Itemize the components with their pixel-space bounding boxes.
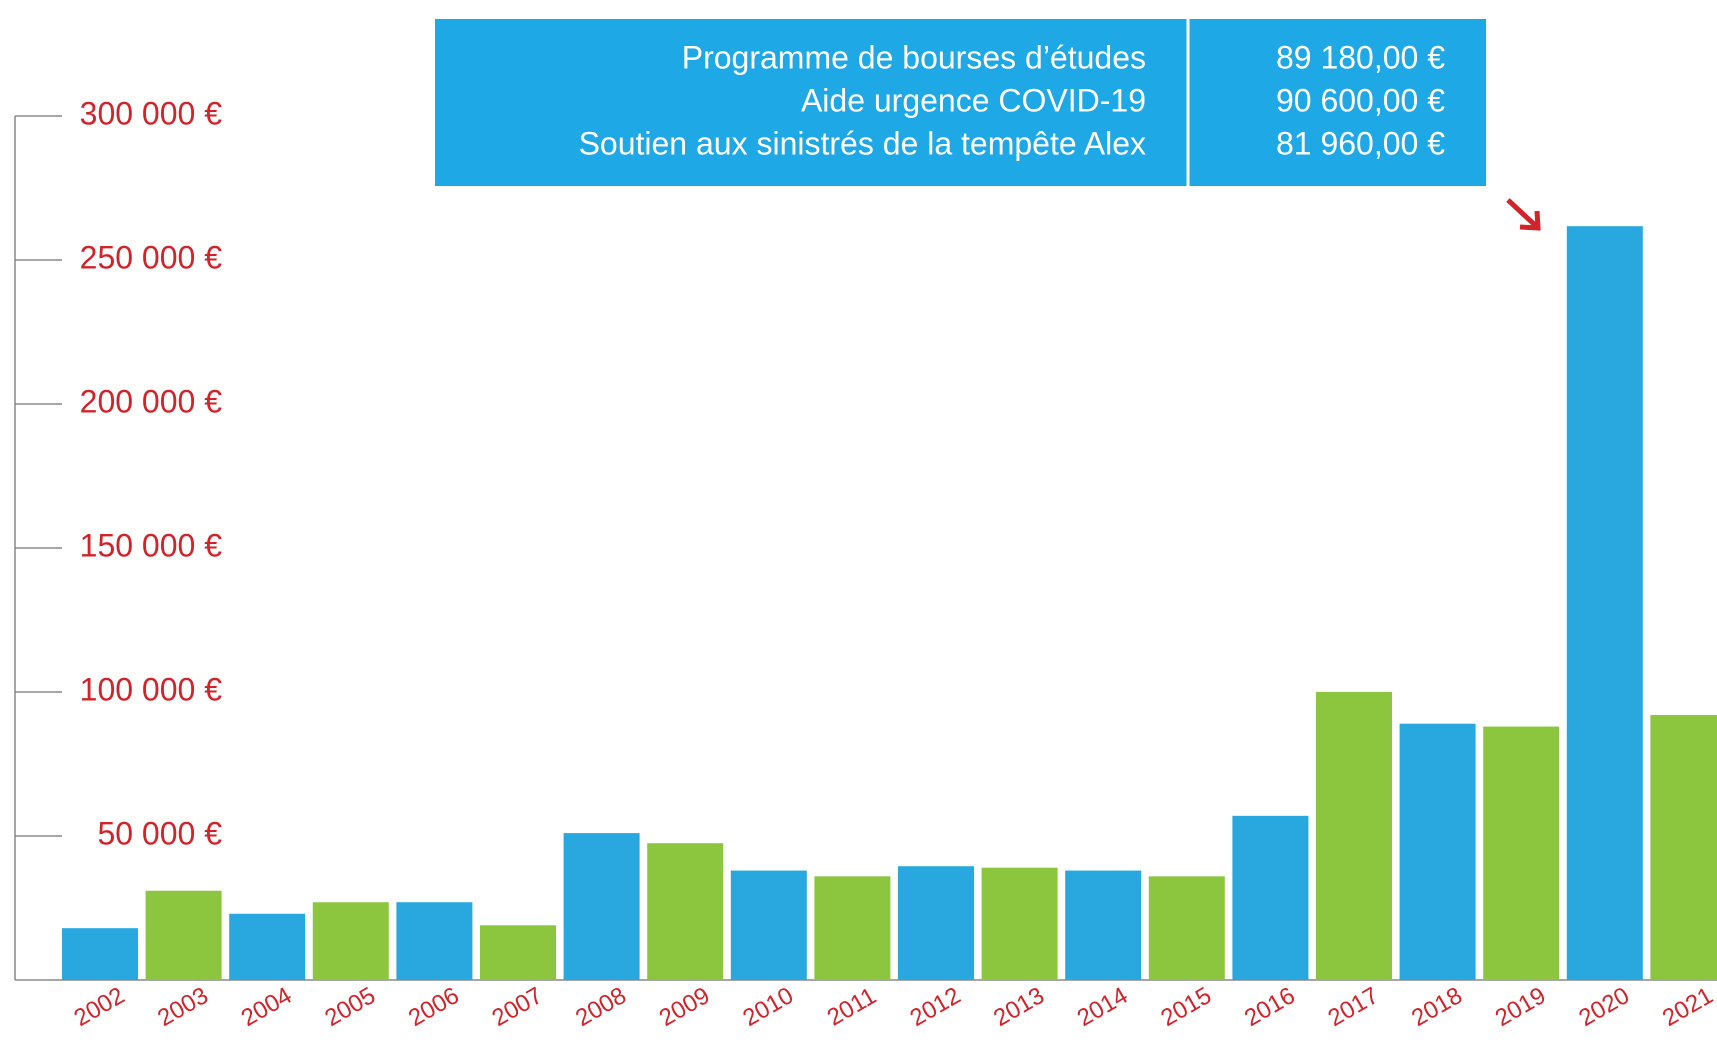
x-tick-label: 2020 xyxy=(1574,982,1634,1032)
y-tick-label: 100 000 € xyxy=(80,671,223,707)
bar xyxy=(480,925,556,980)
bar xyxy=(898,866,974,980)
x-tick-label: 2014 xyxy=(1073,982,1133,1032)
x-tick-label: 2021 xyxy=(1658,982,1717,1032)
x-tick-label: 2008 xyxy=(571,982,631,1032)
arrow xyxy=(1506,198,1541,231)
x-tick-label: 2011 xyxy=(823,982,881,1031)
note-value: 89 180,00 € xyxy=(1276,39,1445,75)
bar xyxy=(1148,876,1225,980)
x-tick-label: 2006 xyxy=(404,982,464,1032)
x-tick-label: 2004 xyxy=(237,982,297,1032)
x-tick-label: 2009 xyxy=(655,982,715,1032)
x-tick-label: 2016 xyxy=(1240,982,1300,1032)
note-label: Programme de bourses d’études xyxy=(682,39,1146,75)
note-value: 81 960,00 € xyxy=(1276,125,1445,161)
bar xyxy=(62,928,138,980)
y-tick-label: 150 000 € xyxy=(80,527,223,563)
bar xyxy=(1650,715,1717,980)
x-tick-label: 2012 xyxy=(906,982,966,1032)
bar xyxy=(647,843,724,980)
bar xyxy=(1566,226,1643,981)
x-tick-label: 2015 xyxy=(1156,982,1216,1032)
x-tick-label: 2017 xyxy=(1324,982,1384,1032)
note-value: 90 600,00 € xyxy=(1276,82,1445,118)
bar xyxy=(396,902,473,980)
bar xyxy=(1399,723,1476,980)
y-tick-label: 250 000 € xyxy=(80,239,223,275)
bar xyxy=(730,870,807,980)
x-tick-label: 2007 xyxy=(488,982,548,1032)
bar xyxy=(563,833,640,980)
bar xyxy=(229,913,306,980)
note-box xyxy=(435,19,1486,186)
note-label: Aide urgence COVID-19 xyxy=(801,82,1146,118)
x-tick-label: 2019 xyxy=(1491,982,1551,1032)
bar xyxy=(1483,726,1560,980)
x-tick-label: 2003 xyxy=(153,982,213,1032)
x-tick-label: 2002 xyxy=(70,982,130,1032)
x-tick-label: 2013 xyxy=(989,982,1049,1032)
bar xyxy=(981,867,1058,980)
bar xyxy=(1232,815,1309,980)
bar xyxy=(312,902,389,980)
note-label: Soutien aux sinistrés de la tempête Alex xyxy=(579,125,1146,161)
y-tick-label: 300 000 € xyxy=(80,95,223,131)
bar xyxy=(145,890,222,980)
y-tick-label: 50 000 € xyxy=(97,815,222,851)
x-tick-label: 2018 xyxy=(1407,982,1467,1032)
y-tick-label: 200 000 € xyxy=(80,383,223,419)
bar xyxy=(814,876,891,980)
x-tick-label: 2005 xyxy=(320,982,380,1032)
bar xyxy=(1065,870,1142,980)
bar xyxy=(1316,692,1392,980)
x-tick-label: 2010 xyxy=(738,982,798,1032)
